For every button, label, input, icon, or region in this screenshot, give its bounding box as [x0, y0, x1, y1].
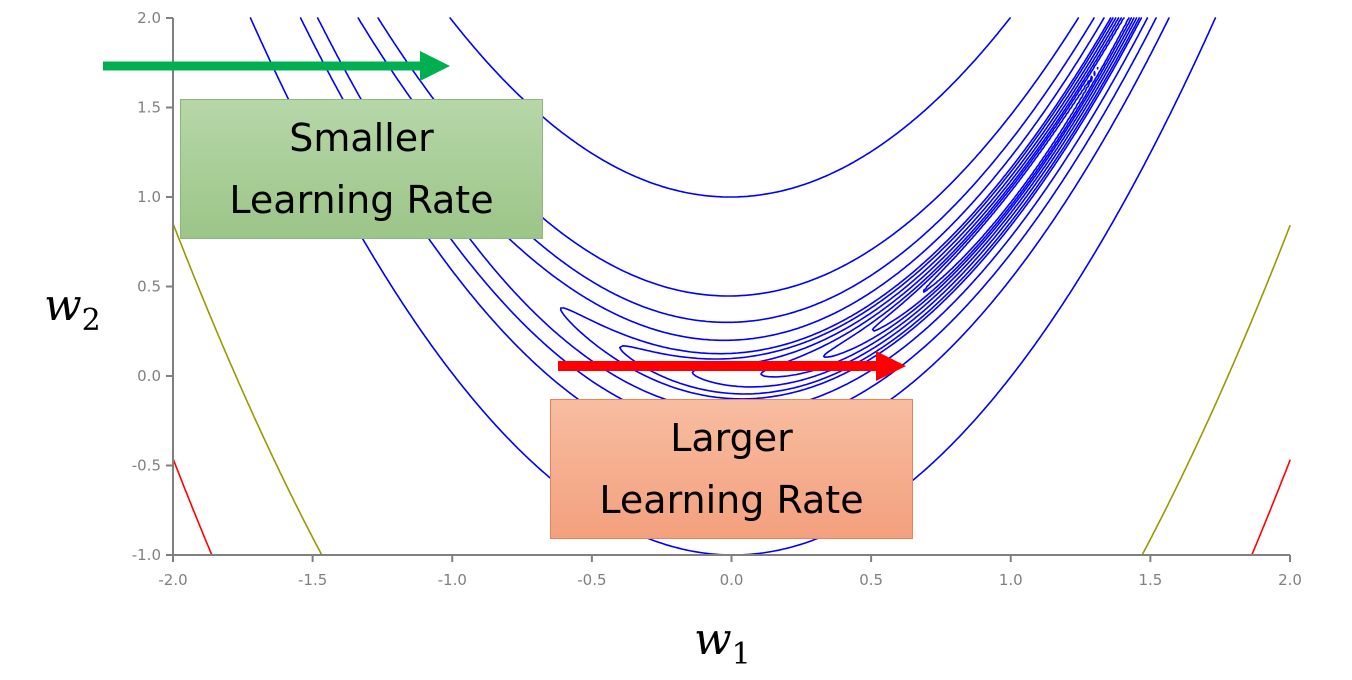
- annotation-line: Larger: [670, 416, 793, 460]
- y-tick-label: 2.0: [137, 9, 161, 27]
- smaller-learning-rate-label: Smaller Learning Rate: [180, 99, 543, 239]
- contour-level-10: [922, 66, 1099, 293]
- y-tick-label: 0.0: [137, 367, 161, 385]
- annotation-line: Learning Rate: [229, 178, 494, 222]
- contour-level-4: [559, 17, 1143, 400]
- x-tick-label: -2.0: [158, 571, 187, 589]
- y-tick-label: -0.5: [132, 457, 161, 475]
- x-axis-label: w1: [694, 614, 751, 672]
- contour-level-9: [871, 17, 1130, 332]
- red-arrow: [558, 351, 906, 381]
- contour-level-8: [822, 17, 1133, 358]
- y-axis-label: w2: [44, 280, 101, 338]
- x-tick-label: -0.5: [577, 571, 606, 589]
- y-tick-label: 0.5: [137, 278, 161, 296]
- contour-level-7: [760, 17, 1135, 378]
- contour-lines: [172, 17, 1291, 556]
- x-tick-label: 2.0: [1278, 571, 1302, 589]
- y-tick-label: 1.0: [137, 188, 161, 206]
- axes: -2.0 -1.5 -1.0 -0.5 0.0 0.5 1.0 1.5 2.0 -1.0 -0.5 0…: [132, 9, 1302, 589]
- larger-learning-rate-label: Larger Learning Rate: [550, 399, 913, 539]
- y-tick-label: -1.0: [132, 546, 161, 564]
- y-tick-label: 1.5: [137, 99, 161, 117]
- green-arrow: [103, 51, 450, 81]
- x-tick-label: 0.5: [859, 571, 883, 589]
- contour-level-5: [619, 17, 1140, 395]
- x-tick-label: -1.5: [298, 571, 327, 589]
- x-tick-label: 1.5: [1138, 571, 1162, 589]
- annotation-line: Learning Rate: [599, 478, 864, 522]
- x-tick-label: 0.0: [720, 571, 744, 589]
- annotation-line: Smaller: [289, 116, 434, 160]
- x-tick-label: 1.0: [999, 571, 1023, 589]
- x-tick-label: -1.0: [438, 571, 467, 589]
